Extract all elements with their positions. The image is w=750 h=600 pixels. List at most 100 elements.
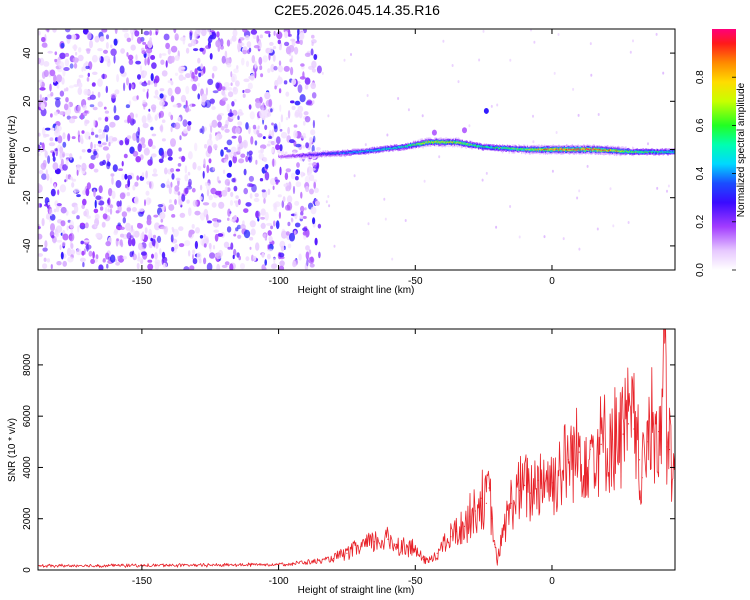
spectrogram-noise-blob	[242, 139, 248, 149]
spectrogram-noise-blob	[59, 52, 66, 59]
colorbar-tick-label: 0.4	[695, 166, 706, 180]
spectrogram-noise-blob	[197, 165, 202, 171]
spectrogram-noise-blob	[54, 148, 58, 152]
spectrogram-noise-blob	[170, 234, 174, 243]
spectrogram-noise-blob	[94, 213, 100, 220]
spectrogram-echo-cell	[436, 140, 439, 143]
spectrogram-noise-blob	[113, 105, 117, 114]
spectrogram-noise-blob	[141, 50, 147, 55]
spectrogram-echo-cell	[367, 149, 369, 152]
spectrogram-echo-cell	[531, 148, 533, 152]
spectrogram-echo-cell	[611, 149, 613, 151]
spectrogram-noise-blob	[155, 31, 158, 36]
spectrogram-noise-blob	[211, 202, 217, 208]
spectrogram-noise-blob	[47, 202, 50, 206]
spectrogram-echo-cell	[665, 150, 667, 153]
spectrogram-echo-cell	[663, 151, 665, 154]
spectrogram-noise-blob	[300, 191, 303, 199]
spectrogram-noise-blob	[209, 252, 216, 259]
spectrogram-noise-blob	[52, 29, 57, 33]
spectrogram-noise-blob	[206, 214, 209, 221]
spectrogram-noise-blob	[310, 168, 316, 171]
spectrogram-echo-cell	[373, 150, 375, 152]
spectrogram-noise-blob	[265, 164, 269, 169]
snr-data-point	[223, 564, 225, 566]
spectrogram-noise-blob	[77, 87, 83, 95]
spectrogram-noise-blob	[284, 41, 290, 47]
spectrogram-noise-blob	[154, 252, 158, 260]
spectrogram-noise-blob	[161, 251, 166, 259]
spectrogram-noise-blob	[314, 237, 318, 246]
spectrogram-echo-cell	[649, 151, 651, 153]
spectrogram-echo-cell	[461, 141, 463, 144]
spectrogram-echo-cell	[381, 147, 383, 151]
spectrogram-noise-blob	[271, 122, 274, 126]
spectrogram-noise-blob	[232, 29, 238, 37]
spectrogram-echo-cell	[473, 144, 475, 146]
spectrogram-noise-blob	[125, 222, 131, 231]
spectrogram-echo-cell	[667, 151, 669, 154]
spectrogram-noise-blob	[99, 206, 104, 211]
spectrogram-noise-blob	[252, 33, 257, 40]
spectrogram-noise-blob	[262, 55, 268, 63]
spectrogram-noise-blob	[66, 34, 72, 40]
spectrogram-noise-blob	[63, 88, 66, 92]
spectrogram-noise-blob	[292, 260, 297, 268]
snr-data-point	[545, 474, 548, 476]
spectrogram-echo-cell	[343, 151, 345, 154]
spectrogram-echo-cell	[493, 147, 495, 149]
spectrogram-noise-blob	[667, 184, 670, 188]
spectrogram-echo-cell	[333, 153, 335, 155]
spectrogram-echo-cell	[281, 155, 284, 157]
spectrogram-noise-blob	[164, 151, 168, 158]
spectrogram-echo-spot	[461, 127, 467, 134]
spectrogram-echo-cell	[640, 150, 642, 153]
spectrogram-noise-blob	[41, 42, 48, 48]
spectrogram-echo-cell	[654, 151, 656, 154]
spectrogram-echo-cell	[418, 143, 420, 146]
spectrogram-noise-blob	[291, 105, 296, 111]
spectrogram-noise-blob	[277, 65, 283, 73]
spectrogram-noise-blob	[192, 249, 196, 255]
spectrogram-noise-blob	[247, 82, 253, 90]
spectrogram-echo-cell	[528, 149, 530, 151]
spectrogram-noise-blob	[243, 229, 251, 239]
spectrogram-noise-blob	[86, 77, 90, 82]
snr-data-point	[633, 428, 635, 430]
spectrogram-noise-blob	[65, 87, 69, 92]
spectrogram-echo-cell	[383, 149, 385, 151]
spectrogram-noise-blob	[62, 164, 68, 171]
spectrogram-echo-cell	[361, 150, 363, 152]
spectrogram-echo-cell	[610, 149, 612, 151]
snr-data-point	[510, 502, 512, 504]
spectrogram-noise-blob	[226, 172, 232, 178]
spectrogram-echo-cell	[407, 145, 409, 148]
spectrogram-echo-cell	[514, 148, 516, 150]
spectrogram-noise-blob	[266, 143, 271, 147]
spectrogram-noise-blob	[230, 82, 233, 86]
spectrogram-echo-cell	[599, 148, 601, 151]
spectrogram-noise-blob	[147, 263, 154, 270]
spectrogram-echo-cell	[418, 142, 420, 145]
spectrogram-echo-cell	[541, 149, 543, 151]
spectrogram-echo-cell	[490, 145, 492, 149]
spectrogram-echo-cell	[547, 148, 550, 152]
spectrogram-noise-blob	[154, 114, 158, 121]
spectrogram-noise-blob	[302, 231, 307, 236]
spectrogram-noise-blob	[281, 200, 285, 209]
spectrogram-noise-blob	[39, 94, 42, 100]
spectrogram-echo-cell	[323, 152, 326, 155]
spectrogram-noise-blob	[266, 248, 273, 252]
spectrogram-noise-blob	[60, 158, 64, 167]
spectrogram-noise-blob	[113, 115, 120, 121]
spectrogram-echo-cell	[458, 142, 461, 144]
spectrogram-echo-cell	[655, 151, 657, 153]
spectrogram-noise-blob	[39, 142, 42, 146]
spectrogram-noise-blob	[662, 71, 665, 75]
spectrogram-noise-blob	[113, 38, 118, 46]
spectrogram-noise-blob	[119, 239, 123, 246]
spectrogram-noise-blob	[125, 104, 130, 109]
spectrogram-echo-cell	[485, 145, 487, 148]
spectrogram-echo-cell	[316, 154, 318, 156]
snr-data-point	[658, 431, 660, 433]
